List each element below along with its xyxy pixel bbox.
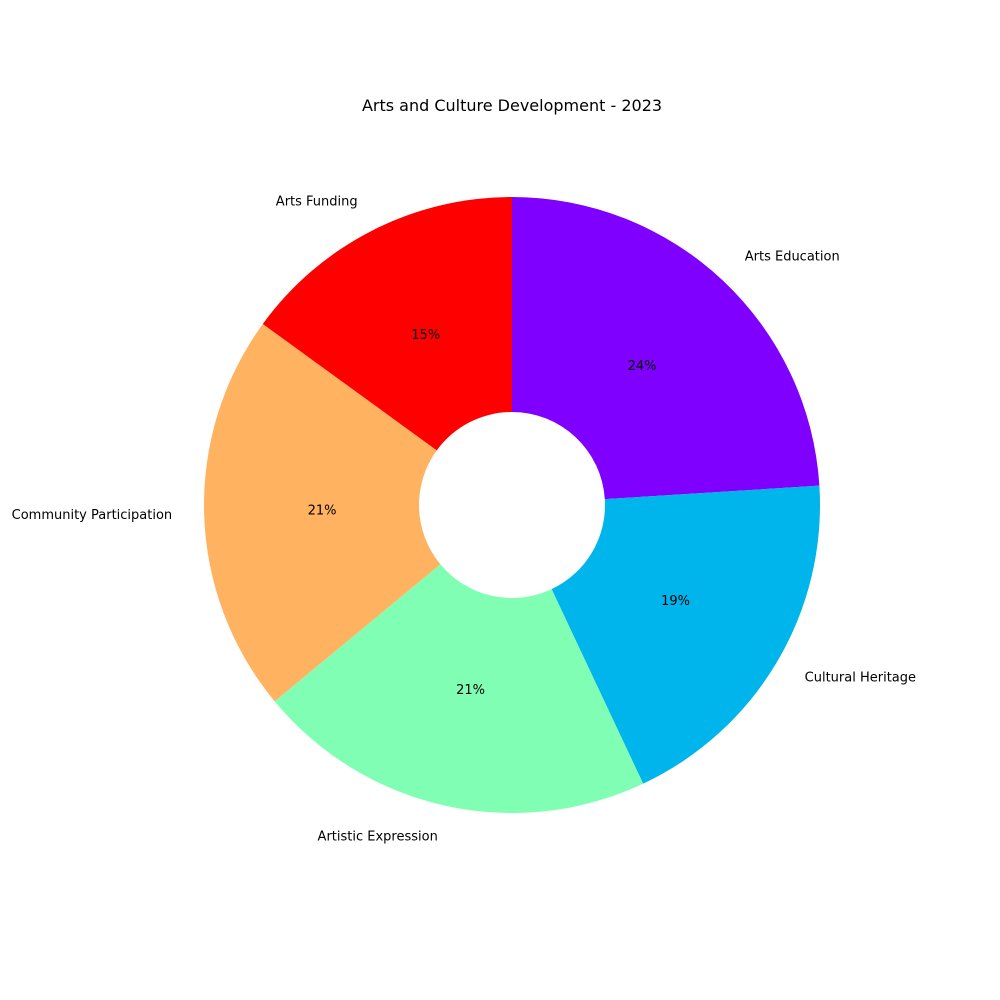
category-label-cultural-heritage: Cultural Heritage bbox=[805, 671, 916, 686]
slice-artistic-expression bbox=[274, 564, 644, 813]
category-label-community-participation: Community Participation bbox=[12, 508, 173, 523]
percent-label-community-participation: 21% bbox=[308, 503, 337, 518]
slice-arts-education bbox=[512, 197, 820, 500]
category-label-arts-education: Arts Education bbox=[745, 250, 840, 265]
percent-label-artistic-expression: 21% bbox=[456, 683, 485, 698]
slice-arts-funding bbox=[262, 197, 512, 451]
chart-title: Arts and Culture Development - 2023 bbox=[362, 96, 662, 115]
slice-cultural-heritage bbox=[551, 485, 820, 784]
slice-community-participation bbox=[203, 323, 441, 702]
percent-label-arts-funding: 15% bbox=[411, 328, 440, 343]
slices-group bbox=[203, 197, 820, 813]
category-label-artistic-expression: Artistic Expression bbox=[318, 829, 438, 844]
percent-label-cultural-heritage: 19% bbox=[661, 594, 690, 609]
category-label-arts-funding: Arts Funding bbox=[276, 195, 358, 210]
percent-label-arts-education: 24% bbox=[628, 359, 657, 374]
labels-group: 24% Arts Education 19% Cultural Heritage 21%… bbox=[12, 195, 916, 845]
